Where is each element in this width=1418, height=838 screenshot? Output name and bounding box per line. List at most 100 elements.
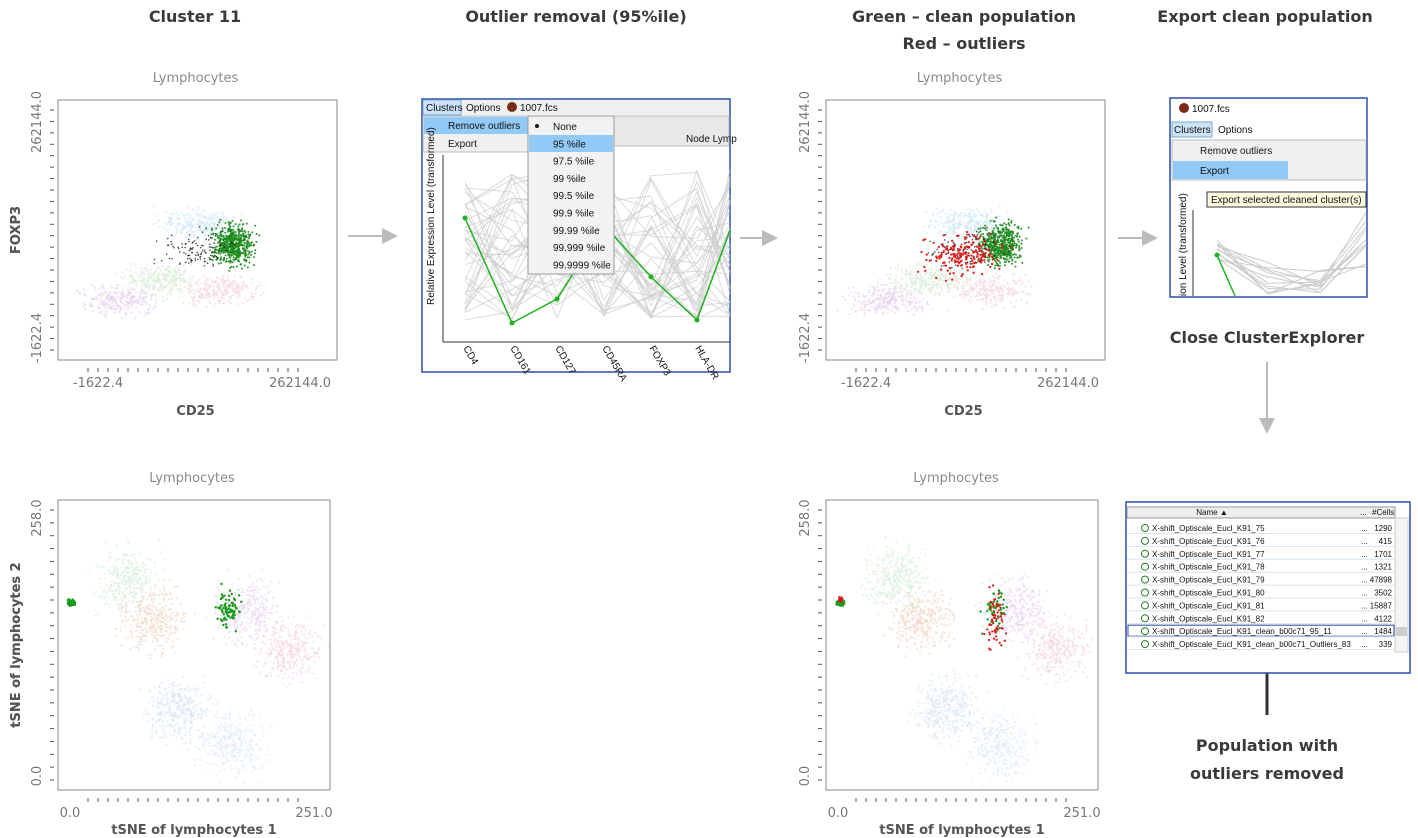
x-tick-label: -1622.4: [73, 376, 123, 391]
dot: [242, 627, 245, 631]
dot: [913, 284, 916, 287]
dot: [141, 566, 144, 569]
dot: [915, 308, 919, 311]
dot: [988, 281, 992, 285]
dot: [215, 245, 218, 248]
dot: [228, 234, 231, 237]
dot: [179, 279, 183, 283]
dot: [942, 249, 946, 253]
dot: [241, 604, 245, 607]
dot: [135, 299, 139, 302]
dot: [176, 715, 180, 719]
dot: [237, 627, 240, 630]
dot: [109, 305, 113, 308]
dot: [160, 727, 164, 730]
dot: [213, 214, 217, 217]
dot: [992, 241, 995, 243]
dot: [957, 257, 960, 261]
dot: [243, 259, 246, 262]
dot: [134, 270, 137, 274]
dot: [181, 696, 185, 699]
dot: [927, 283, 931, 287]
dot: [154, 270, 158, 273]
dot: [91, 305, 94, 308]
dot: [225, 246, 228, 249]
dot: [875, 297, 879, 300]
dot: [199, 216, 202, 219]
dot: [242, 232, 245, 235]
dot: [193, 612, 197, 615]
dot: [863, 306, 866, 309]
dot: [1007, 287, 1011, 290]
dot: [876, 306, 879, 310]
dot: [90, 283, 93, 287]
dot: [176, 684, 179, 688]
dot: [985, 215, 988, 218]
dot: [171, 640, 175, 643]
dot: [199, 246, 202, 249]
dot: [961, 284, 965, 288]
dot: [961, 296, 964, 299]
dot: [150, 598, 153, 601]
dot: [202, 274, 205, 278]
dot: [863, 314, 866, 318]
dot: [142, 713, 145, 716]
dot: [238, 242, 241, 245]
dot: [133, 295, 136, 298]
dot: [241, 594, 244, 598]
dot: [952, 224, 955, 227]
dot: [179, 683, 182, 686]
dot: [1018, 280, 1021, 283]
dot: [250, 278, 254, 281]
dot: [126, 301, 130, 305]
dot: [981, 247, 984, 250]
step-title: Cluster 11: [149, 7, 241, 26]
dot: [212, 265, 215, 267]
dot: [159, 551, 163, 554]
dot: [119, 629, 123, 633]
dot: [252, 243, 255, 246]
dot: [197, 712, 201, 716]
dot: [120, 580, 123, 583]
dot: [261, 603, 265, 606]
dot: [164, 619, 167, 622]
dot: [247, 622, 250, 625]
dot: [247, 598, 250, 601]
dot: [960, 259, 963, 263]
dot: [984, 224, 987, 227]
dot: [238, 260, 241, 263]
dot: [1002, 230, 1005, 233]
dot: [944, 273, 947, 277]
dot: [178, 251, 181, 253]
dot: [130, 624, 133, 627]
dot: [978, 278, 981, 282]
dot: [200, 253, 202, 256]
dot: [188, 238, 190, 241]
dot: [134, 587, 138, 590]
dot: [243, 629, 247, 633]
dot: [258, 280, 262, 284]
dot: [225, 284, 228, 287]
dot: [255, 240, 258, 243]
dot: [245, 593, 248, 596]
dot: [942, 234, 945, 237]
dot: [223, 258, 226, 261]
dot: [148, 625, 151, 629]
dot: [930, 267, 933, 270]
dot: [122, 562, 125, 566]
dot: [217, 249, 220, 252]
dot: [116, 582, 120, 585]
dot: [95, 564, 98, 568]
dot: [184, 612, 188, 615]
dot: [242, 591, 246, 594]
dot: [238, 254, 241, 257]
dot: [154, 616, 157, 620]
dot: [255, 607, 259, 611]
dot: [164, 608, 167, 612]
dot: [156, 602, 160, 606]
dot: [162, 596, 166, 600]
dot: [937, 278, 941, 281]
dot: [182, 725, 186, 728]
dot: [141, 639, 144, 643]
